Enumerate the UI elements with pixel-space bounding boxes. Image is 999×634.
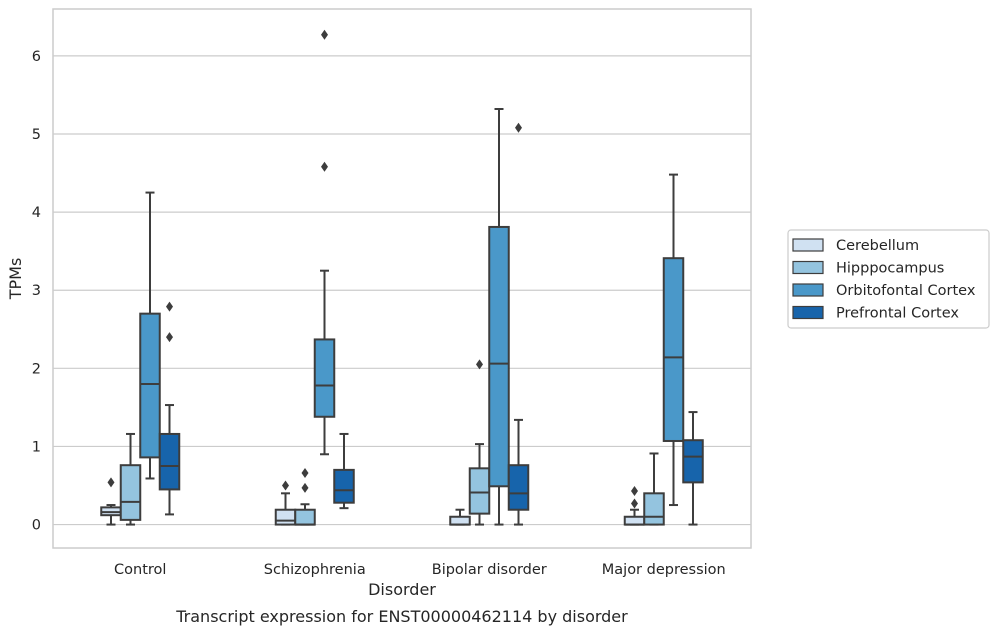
y-tick-label: 1 xyxy=(32,439,41,455)
box-body xyxy=(488,225,510,488)
outlier-point xyxy=(476,359,483,370)
box-bipolar-disorder xyxy=(449,508,471,526)
outlier-point xyxy=(282,480,289,491)
legend-entry: Hipppocampus xyxy=(836,261,944,277)
outlier-point xyxy=(166,301,173,312)
series-orbitofontal-cortex xyxy=(139,29,685,526)
outlier-point xyxy=(321,29,328,40)
outlier-point xyxy=(301,468,309,479)
box-body xyxy=(274,508,297,526)
outlier-point xyxy=(631,498,638,509)
box-body xyxy=(139,312,161,459)
legend-swatch xyxy=(792,283,824,297)
series-prefrontal-cortex xyxy=(158,122,704,526)
legend-swatch xyxy=(792,260,824,275)
box-body xyxy=(294,508,316,526)
x-tick-label: Schizophrenia xyxy=(264,562,366,578)
outlier-point xyxy=(631,485,638,496)
box-schizophrenia xyxy=(274,480,297,526)
box-schizophrenia xyxy=(294,468,316,526)
plot-frame xyxy=(52,8,752,549)
outlier-point xyxy=(301,482,309,493)
series-cerebellum xyxy=(100,477,646,526)
box-series xyxy=(100,29,704,526)
box-schizophrenia xyxy=(333,432,355,510)
box-body xyxy=(662,257,685,442)
box-control xyxy=(119,432,142,526)
box-body xyxy=(333,468,355,504)
y-axis-ticks: 0 1 2 3 4 5 6 xyxy=(32,49,41,534)
box-bipolar-disorder xyxy=(507,122,530,526)
box-control xyxy=(100,477,122,526)
legend: Cerebellum Hipppocampus Orbitofontal Corte… xyxy=(787,229,990,329)
box-major-depression xyxy=(682,411,704,526)
box-body xyxy=(682,439,704,484)
y-tick-label: 3 xyxy=(32,283,41,299)
box-bipolar-disorder xyxy=(468,359,491,526)
legend-swatch xyxy=(792,238,824,252)
x-axis-ticks: Control Schizophrenia Bipolar disorder Majo… xyxy=(114,562,726,578)
y-tick-label: 2 xyxy=(32,361,41,377)
y-tick-label: 5 xyxy=(32,127,41,143)
y-tick-label: 0 xyxy=(32,518,41,534)
box-control xyxy=(139,191,161,480)
legend-entry: Orbitofontal Cortex xyxy=(836,283,976,299)
legend-entry: Cerebellum xyxy=(836,238,919,254)
outlier-point xyxy=(166,332,173,343)
x-tick-label: Major depression xyxy=(602,562,726,578)
box-body xyxy=(313,338,336,418)
box-major-depression xyxy=(623,485,646,526)
box-body xyxy=(158,432,181,491)
x-tick-label: Bipolar disorder xyxy=(432,562,547,578)
outlier-point xyxy=(321,161,328,172)
box-control xyxy=(158,301,181,516)
box-body xyxy=(468,467,491,515)
chart-caption: Transcript expression for ENST0000046211… xyxy=(175,607,628,626)
y-tick-label: 4 xyxy=(32,205,41,221)
legend-swatch xyxy=(792,305,824,320)
box-major-depression xyxy=(643,452,665,526)
x-tick-label: Control xyxy=(114,562,166,578)
box-major-depression xyxy=(662,173,685,507)
legend-entry: Prefrontal Cortex xyxy=(836,306,959,322)
y-axis-label: TPMs xyxy=(6,258,25,301)
outlier-point xyxy=(107,477,115,488)
box-body xyxy=(623,515,646,526)
box-body xyxy=(119,464,142,521)
series-hipppocampus xyxy=(119,359,665,526)
box-body xyxy=(643,492,665,526)
legend-frame xyxy=(787,229,990,329)
box-schizophrenia xyxy=(313,29,336,456)
box-bipolar-disorder xyxy=(488,107,510,526)
y-tick-label: 6 xyxy=(32,49,41,65)
outlier-point xyxy=(515,122,522,133)
x-axis-label: Disorder xyxy=(368,580,436,599)
box-body xyxy=(507,464,530,511)
box-body xyxy=(449,515,471,526)
